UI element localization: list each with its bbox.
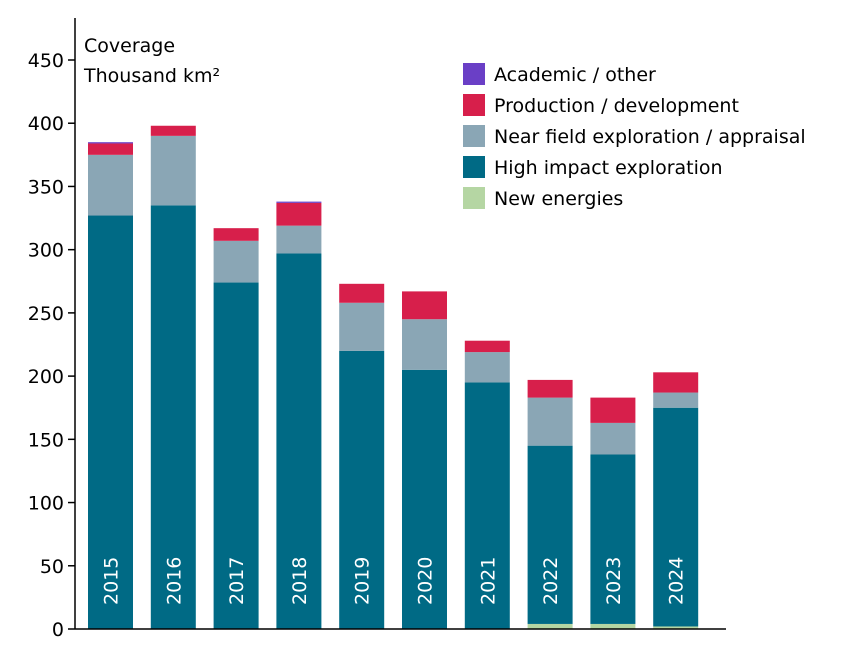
category-label: 2019 bbox=[352, 557, 374, 605]
bar-segment bbox=[276, 202, 322, 226]
bar-segment bbox=[590, 454, 636, 624]
bar-segment bbox=[402, 319, 447, 370]
bar-segment bbox=[464, 382, 510, 629]
y-axis: 0 50 100 150 200 250 300 350 400 450 bbox=[28, 50, 75, 641]
bar-segment bbox=[464, 352, 510, 383]
bar-segment bbox=[213, 240, 259, 283]
unit-subtitle: Thousand km² bbox=[83, 65, 220, 87]
category-label: 2016 bbox=[163, 557, 185, 605]
bar-segment bbox=[653, 392, 699, 408]
bar-segment bbox=[88, 154, 133, 216]
y-tick-label: 400 bbox=[28, 113, 64, 135]
bar-segment bbox=[590, 422, 636, 455]
category-label: 2021 bbox=[477, 557, 499, 605]
legend-label: Production / development bbox=[494, 95, 739, 117]
legend-swatch bbox=[463, 187, 485, 209]
bar-segment bbox=[402, 291, 447, 320]
bar-segment bbox=[339, 302, 385, 351]
bar-segment bbox=[213, 228, 259, 241]
legend-swatch bbox=[463, 156, 485, 178]
bar-segment bbox=[339, 283, 385, 303]
bar-segment bbox=[402, 369, 447, 629]
bar-segment bbox=[527, 445, 573, 624]
y-tick-label: 200 bbox=[28, 366, 64, 388]
y-tick-label: 50 bbox=[40, 556, 64, 578]
bar-segment bbox=[276, 225, 322, 254]
legend-swatch bbox=[463, 125, 485, 147]
legend-label: High impact exploration bbox=[494, 157, 723, 179]
bar-segment bbox=[150, 205, 196, 629]
bar-segment bbox=[276, 253, 322, 629]
y-tick-label: 150 bbox=[28, 429, 64, 451]
y-tick-label: 0 bbox=[52, 619, 64, 641]
bar-segment bbox=[653, 407, 699, 627]
category-label: 2022 bbox=[540, 557, 562, 605]
legend: Academic / other Production / development… bbox=[463, 63, 806, 210]
y-tick-label: 450 bbox=[28, 50, 64, 72]
bar-segment bbox=[464, 340, 510, 353]
category-label: 2015 bbox=[101, 557, 123, 605]
unit-title: Coverage bbox=[84, 35, 175, 57]
bar-segment bbox=[527, 379, 573, 398]
y-tick-label: 350 bbox=[28, 176, 64, 198]
bar-segment bbox=[88, 143, 133, 155]
category-label: 2020 bbox=[415, 557, 437, 605]
category-labels: 2015 2016 2017 2018 2019 2020 2021 2022 2023 2024 bbox=[101, 557, 688, 605]
category-label: 2024 bbox=[666, 557, 688, 605]
category-label: 2017 bbox=[226, 557, 248, 605]
legend-label: Near field exploration / appraisal bbox=[494, 126, 806, 148]
legend-swatch bbox=[463, 94, 485, 116]
category-label: 2023 bbox=[603, 557, 625, 605]
y-tick-label: 250 bbox=[28, 303, 64, 325]
bar-segment bbox=[276, 201, 322, 203]
bar-segment bbox=[653, 626, 699, 629]
bar-segment bbox=[88, 215, 133, 629]
y-tick-label: 300 bbox=[28, 240, 64, 262]
bar-segment bbox=[213, 282, 259, 629]
bar-segment bbox=[527, 623, 573, 629]
legend-label: Academic / other bbox=[494, 64, 656, 86]
bar-segment bbox=[590, 397, 636, 423]
bar-segment bbox=[653, 372, 699, 393]
bar-segment bbox=[527, 397, 573, 446]
bar-segment bbox=[339, 350, 385, 629]
category-label: 2018 bbox=[289, 557, 311, 605]
bar-segment bbox=[150, 125, 196, 136]
bar-segment bbox=[88, 142, 133, 144]
legend-label: New energies bbox=[494, 188, 623, 210]
y-tick-label: 100 bbox=[28, 493, 64, 515]
bar-segment bbox=[590, 623, 636, 629]
bars bbox=[88, 125, 699, 629]
legend-swatch bbox=[463, 63, 485, 85]
bar-segment bbox=[150, 135, 196, 206]
